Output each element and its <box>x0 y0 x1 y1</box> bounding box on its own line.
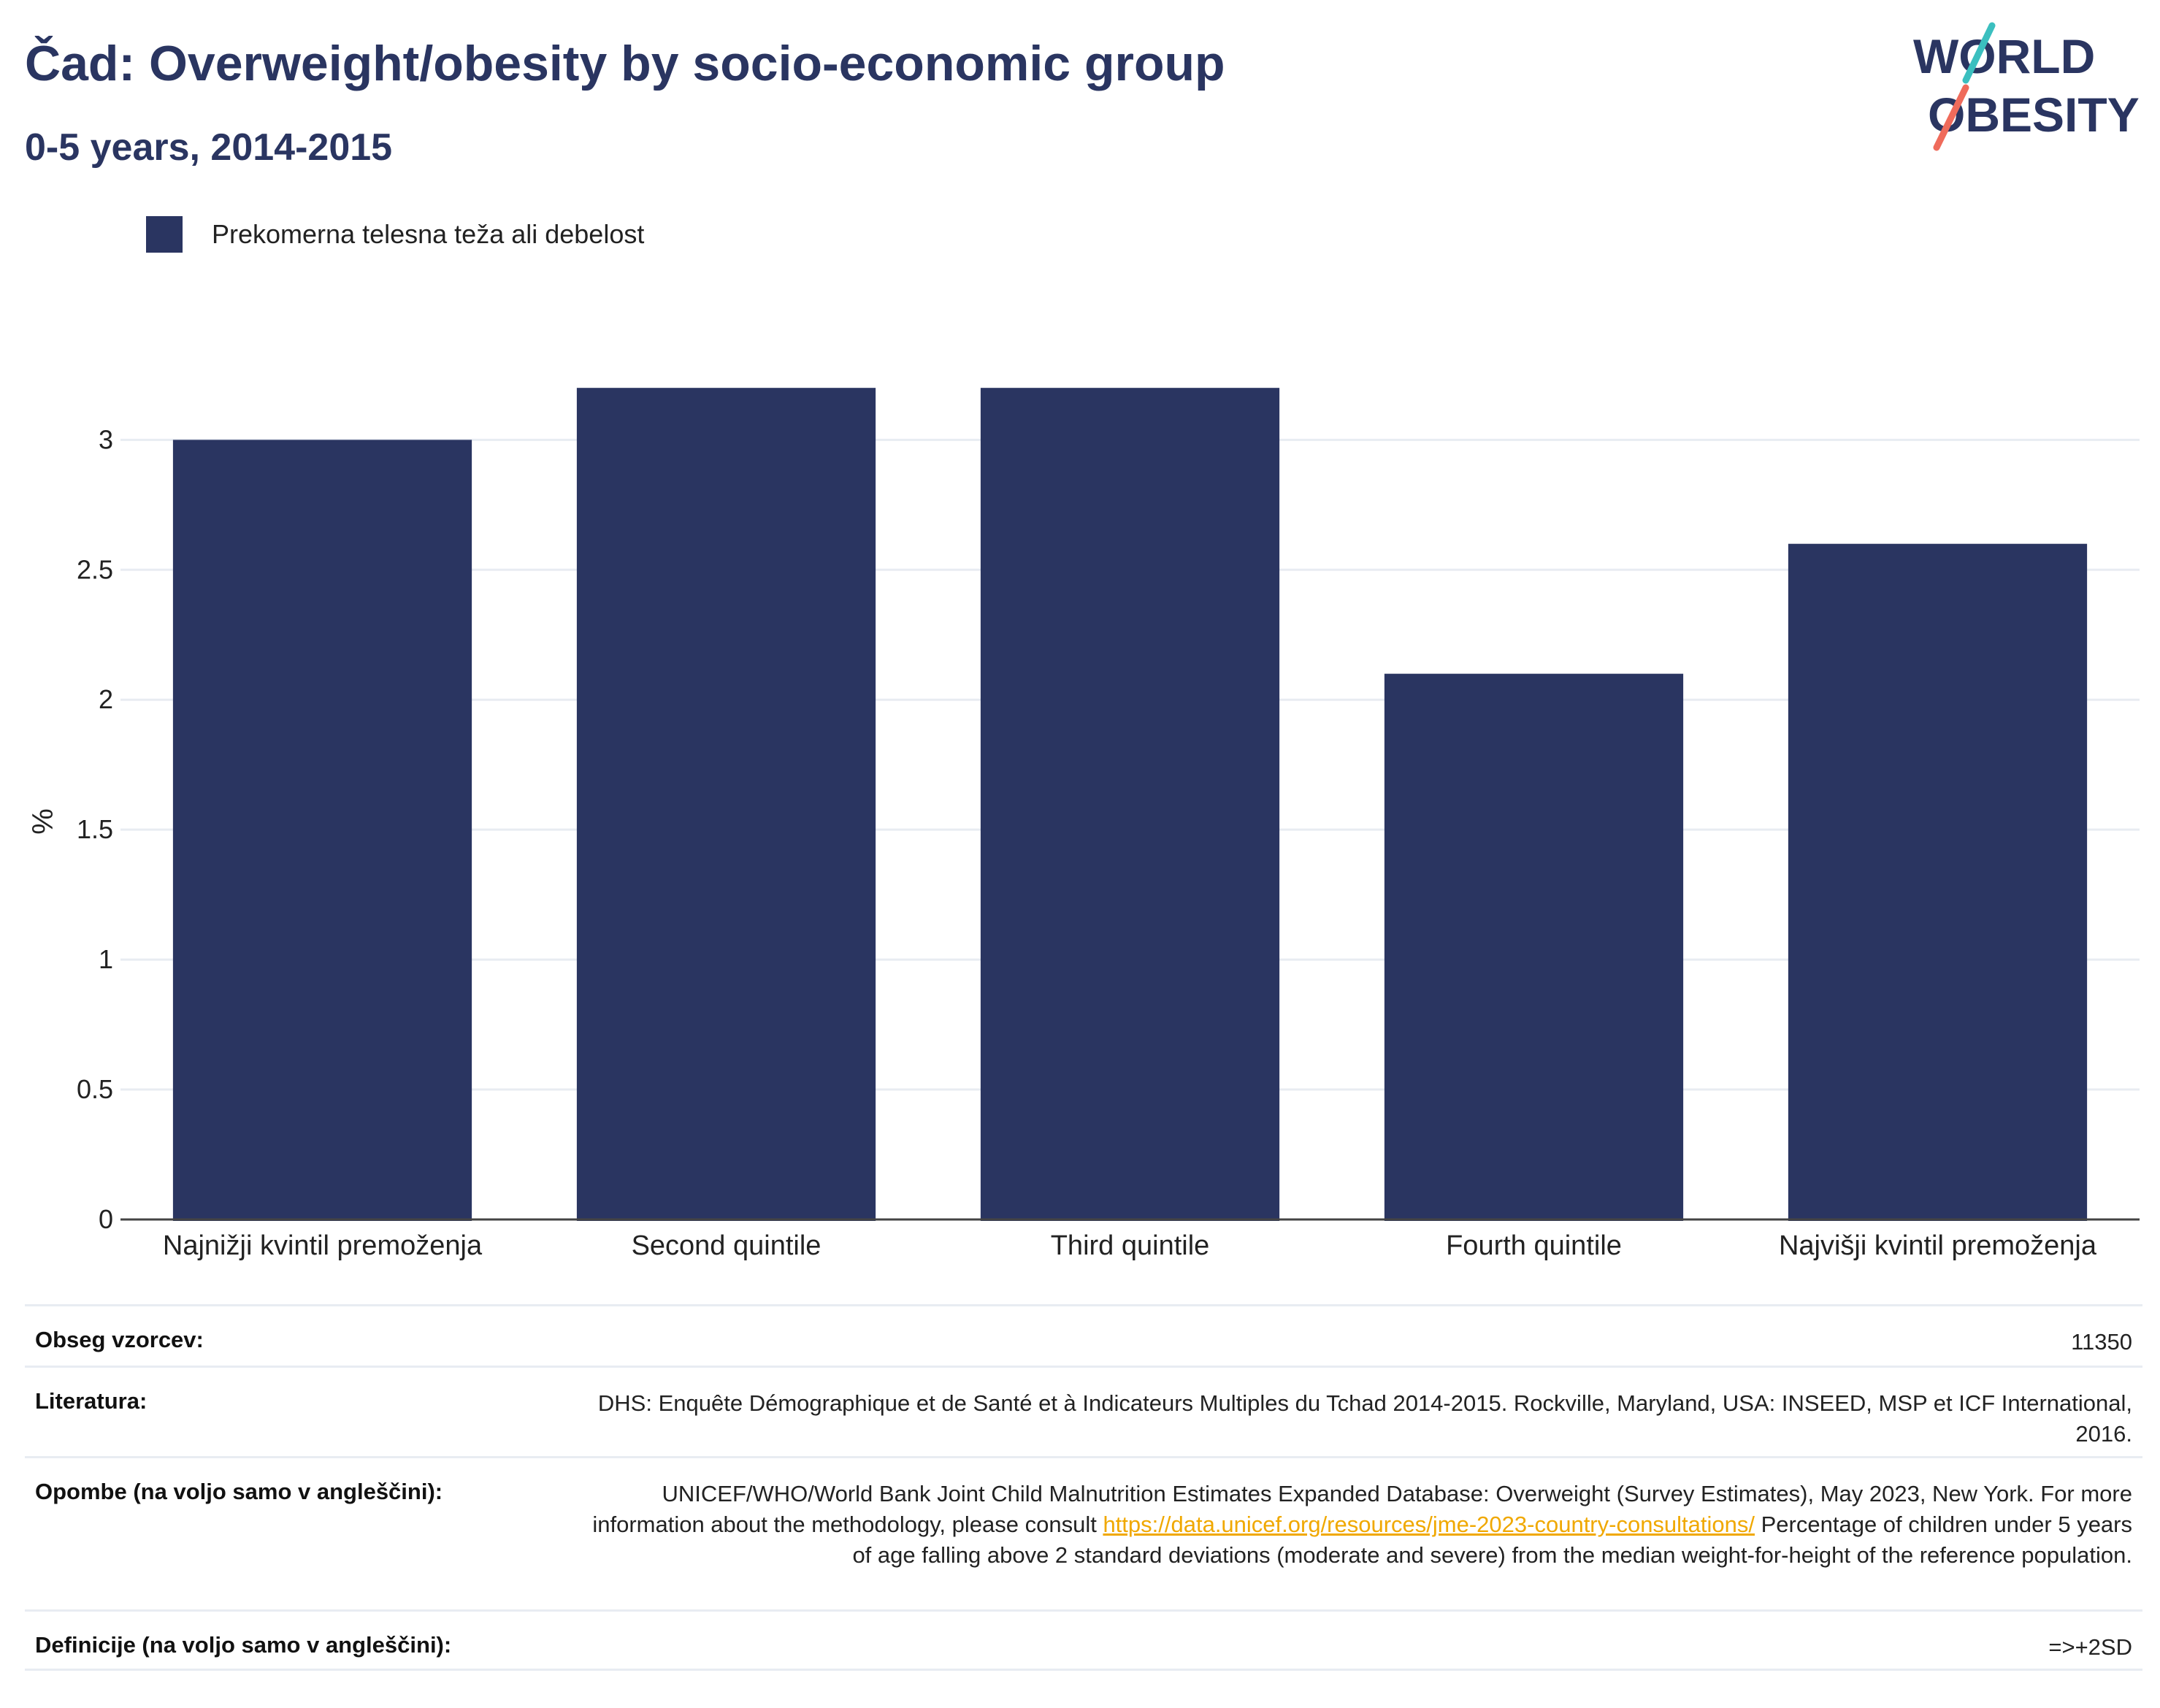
meta-row-literature: Literatura: DHS: Enquête Démographique e… <box>25 1366 2142 1456</box>
y-tick-label: 3 <box>99 424 113 454</box>
x-tick-label: Najnižji kvintil premoženja <box>163 1230 483 1261</box>
legend-label: Prekomerna telesna teža ali debelost <box>212 219 645 249</box>
legend: Prekomerna telesna teža ali debelost <box>146 216 644 253</box>
meta-notes-text1: UNICEF/WHO/World Bank Joint Child Malnut… <box>592 1481 2132 1537</box>
y-tick-label: 2 <box>99 684 113 714</box>
bar-chart: 0 0.5 1 1.5 2 2.5 3% Najnižji kvintil premoženj… <box>27 388 2140 1261</box>
world-obesity-logo: WORLD OBESITY <box>1913 22 2140 151</box>
meta-literature-label: Literatura: <box>35 1388 148 1414</box>
svg-text:WORLD: WORLD <box>1913 29 2095 83</box>
y-tick-label: 1 <box>99 944 113 974</box>
y-tick-label: 0 <box>99 1204 113 1234</box>
legend-swatch <box>146 216 183 253</box>
x-tick-label: Najvišji kvintil premoženja <box>1779 1230 2097 1261</box>
meta-notes-label: Opombe (na voljo samo v angleščini): <box>35 1479 443 1504</box>
meta-notes-link[interactable]: https://data.unicef.org/resources/jme-20… <box>1103 1512 1755 1537</box>
meta-sample-label: Obseg vzorcev: <box>35 1327 204 1352</box>
meta-row-definitions: Definicije (na voljo samo v angleščini):… <box>25 1609 2142 1671</box>
chart-subtitle: 0-5 years, 2014-2015 <box>25 126 393 169</box>
y-axis-label: % <box>27 808 59 835</box>
meta-row-notes: Opombe (na voljo samo v angleščini): UNI… <box>25 1456 2142 1609</box>
y-tick-label: 2.5 <box>77 554 113 584</box>
meta-definitions-label: Definicije (na voljo samo v angleščini): <box>35 1632 452 1658</box>
meta-definitions-value: =>+2SD <box>2048 1634 2132 1660</box>
bar <box>172 440 472 1221</box>
meta-sample-value: 11350 <box>2071 1329 2132 1355</box>
bar <box>576 388 876 1221</box>
x-tick-label: Second quintile <box>632 1230 822 1261</box>
bar <box>1788 543 2088 1221</box>
metadata-table: Obseg vzorcev: 11350 Literatura: DHS: En… <box>25 1304 2142 1671</box>
x-tick-label: Fourth quintile <box>1446 1230 1622 1261</box>
meta-literature-value: DHS: Enquête Démographique et de Santé e… <box>597 1390 2132 1447</box>
bar <box>980 388 1280 1221</box>
x-tick-label: Third quintile <box>1051 1230 1210 1261</box>
meta-notes-text2: Percentage of children under 5 years of … <box>852 1512 2132 1568</box>
chart-title: Čad: Overweight/obesity by socio-economi… <box>25 36 1225 91</box>
y-tick-label: 0.5 <box>77 1074 113 1104</box>
y-tick-label: 1.5 <box>77 814 113 844</box>
bar <box>1384 673 1684 1221</box>
meta-row-sample: Obseg vzorcev: 11350 <box>25 1304 2142 1366</box>
meta-notes-value: UNICEF/WHO/World Bank Joint Child Malnut… <box>584 1479 2132 1571</box>
